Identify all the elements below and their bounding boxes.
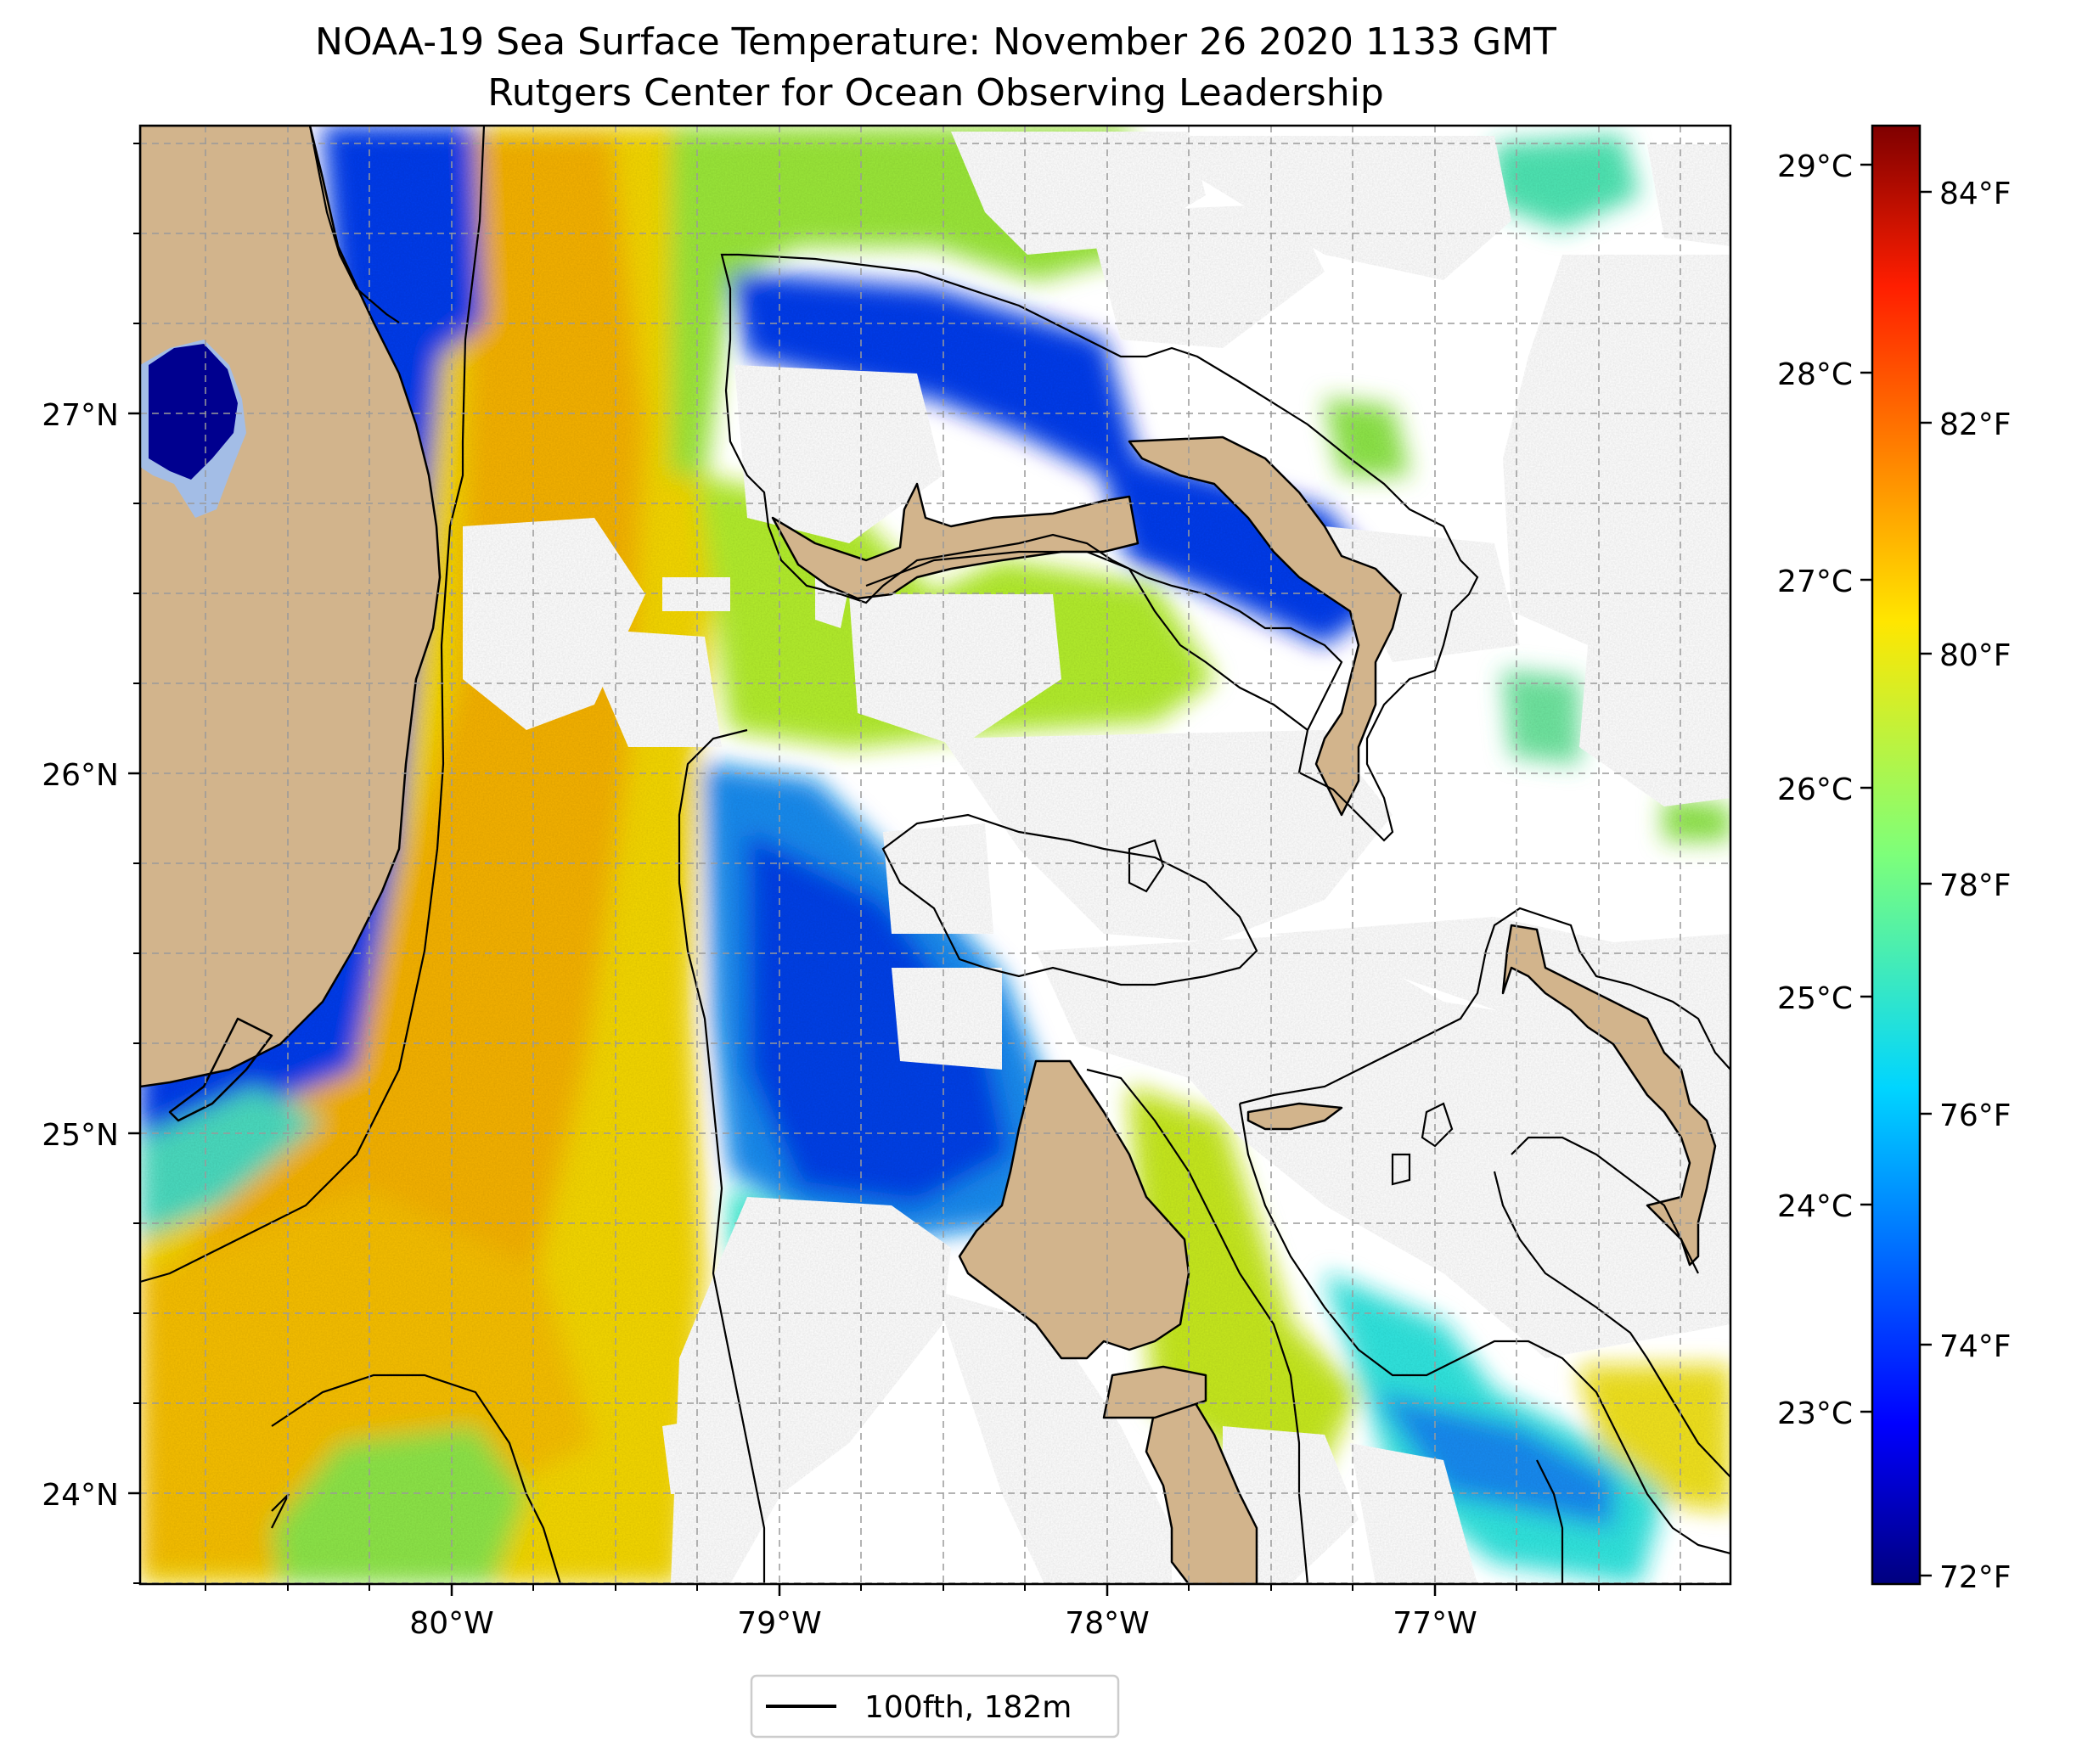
land-andros-south bbox=[1145, 1390, 1258, 1584]
colorbar-fahrenheit-axis: 72°F 74°F 76°F 78°F 80°F 82°F 84°F bbox=[1920, 177, 2012, 1595]
fahrenheit-tick-label: 80°F bbox=[1939, 638, 2012, 673]
celsius-tick-label: 28°C bbox=[1777, 357, 1853, 392]
celsius-tick-label: 23°C bbox=[1777, 1396, 1853, 1431]
celsius-tick-label: 29°C bbox=[1777, 149, 1853, 184]
colorbar: 23°C 24°C 25°C 26°C 27°C 28°C 29°C 72°F … bbox=[1777, 124, 2012, 1595]
land-eleuthera bbox=[1501, 924, 1717, 1267]
fahrenheit-tick-label: 82°F bbox=[1939, 407, 2012, 442]
sst-patch-east-2 bbox=[1325, 399, 1410, 475]
celsius-tick-label: 27°C bbox=[1777, 565, 1853, 599]
land-andros bbox=[958, 1059, 1190, 1360]
celsius-tick-label: 25°C bbox=[1777, 981, 1853, 1016]
map-panel bbox=[140, 126, 1730, 1584]
lat-tick-label: 26°N bbox=[42, 758, 119, 793]
lon-axis: 80°W 79°W 78°W 77°W bbox=[409, 1584, 1477, 1641]
lon-minor-ticks bbox=[205, 1584, 1681, 1591]
land-berry-islands bbox=[1246, 1102, 1343, 1131]
lat-tick-label: 25°N bbox=[42, 1118, 119, 1153]
lake-okeechobee-core bbox=[149, 344, 238, 480]
land-andros-mid bbox=[1102, 1365, 1207, 1419]
legend-box bbox=[750, 1674, 1120, 1739]
gridlines bbox=[140, 126, 1730, 1584]
lon-tick-label: 77°W bbox=[1393, 1606, 1477, 1641]
lat-axis: 27°N 26°N 25°N 24°N bbox=[42, 398, 140, 1513]
land-abaco bbox=[1128, 435, 1403, 817]
fahrenheit-tick-label: 84°F bbox=[1939, 177, 2012, 211]
fahrenheit-tick-label: 72°F bbox=[1939, 1560, 2012, 1595]
land-grand-bahama bbox=[771, 482, 1139, 600]
lat-tick-label: 24°N bbox=[42, 1478, 119, 1513]
legend: 100fth, 182m bbox=[750, 1674, 1120, 1739]
title-line-2: Rutgers Center for Ocean Observing Leade… bbox=[487, 71, 1384, 115]
isobath-100fth bbox=[140, 126, 1730, 1584]
sst-cyan-keys bbox=[140, 1087, 323, 1239]
lon-tick-label: 80°W bbox=[409, 1606, 493, 1641]
sst-patch-east bbox=[1503, 671, 1579, 764]
legend-isobath-label: 100fth, 182m bbox=[864, 1690, 1072, 1725]
lon-tick-label: 78°W bbox=[1065, 1606, 1149, 1641]
lon-tick-label: 79°W bbox=[737, 1606, 821, 1641]
colorbar-celsius-axis: 23°C 24°C 25°C 26°C 27°C 28°C 29°C bbox=[1777, 149, 1872, 1431]
sst-blue-north bbox=[730, 272, 1393, 645]
map-frame bbox=[138, 124, 1732, 1586]
fahrenheit-tick-label: 74°F bbox=[1939, 1329, 2012, 1364]
celsius-tick-label: 24°C bbox=[1777, 1189, 1853, 1224]
lat-minor-ticks bbox=[133, 143, 140, 1584]
lat-tick-label: 27°N bbox=[42, 398, 119, 433]
celsius-tick-label: 26°C bbox=[1777, 772, 1853, 807]
colorbar-gradient bbox=[1871, 124, 1922, 1586]
sst-green-lobe bbox=[272, 1426, 526, 1584]
cloud-mask bbox=[463, 132, 1730, 1584]
fahrenheit-tick-label: 78°F bbox=[1939, 868, 2012, 903]
sst-warm-core bbox=[170, 136, 645, 1494]
title-line-1: NOAA-19 Sea Surface Temperature: Novembe… bbox=[315, 20, 1556, 64]
sst-patch-ne bbox=[1494, 136, 1639, 229]
land-florida-keys bbox=[168, 1017, 273, 1122]
fahrenheit-tick-label: 76°F bbox=[1939, 1098, 2012, 1133]
sst-blue-central-core bbox=[747, 832, 1010, 1205]
